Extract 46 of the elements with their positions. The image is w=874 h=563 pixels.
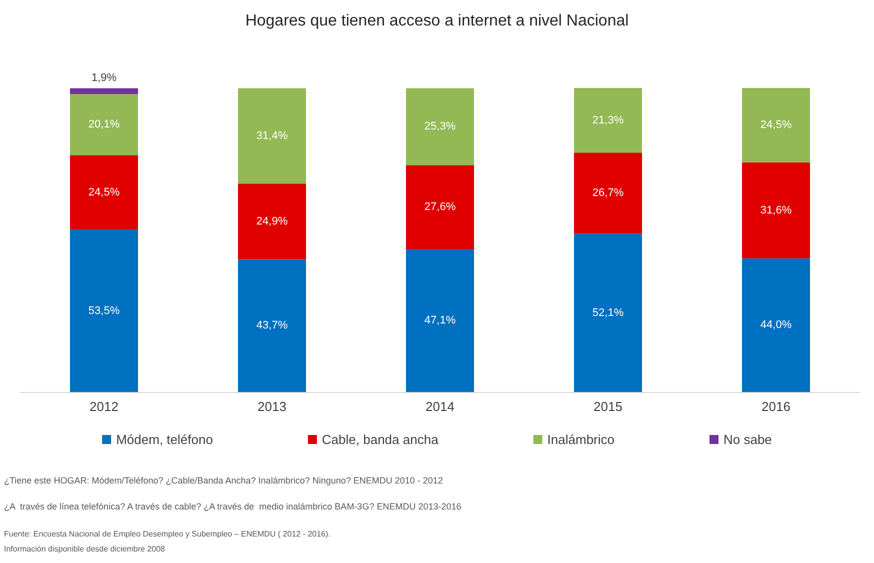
data-label: 27,6% xyxy=(424,201,456,214)
bar xyxy=(574,234,642,392)
x-tick-label: 2012 xyxy=(90,399,118,414)
data-label: 47,1% xyxy=(424,314,456,326)
data-label: 24,5% xyxy=(88,186,120,198)
bar xyxy=(238,259,306,392)
data-label: 44,0% xyxy=(760,319,792,332)
legend-label: Módem, teléfono xyxy=(116,432,213,447)
bar xyxy=(406,165,474,249)
x-tick-label: 2016 xyxy=(762,399,790,414)
chart-title: Hogares que tienen acceso a internet a nivel Nacional xyxy=(245,12,629,30)
bar xyxy=(70,230,138,392)
data-label: 52,1% xyxy=(592,306,624,319)
bar xyxy=(742,88,810,162)
bar xyxy=(574,88,642,153)
x-tick-label: 2013 xyxy=(258,399,286,414)
bar xyxy=(742,258,810,392)
data-label: 43,7% xyxy=(256,320,288,332)
legend-label: No sabe xyxy=(723,432,772,447)
data-label: 24,9% xyxy=(256,215,288,228)
data-label: 21,3% xyxy=(592,114,624,126)
x-tick-label: 2015 xyxy=(594,399,622,414)
bar xyxy=(406,248,474,392)
bar xyxy=(742,162,810,258)
legend-label: Cable, banda ancha xyxy=(322,432,440,447)
data-label: 26,7% xyxy=(592,187,624,200)
data-label: 31,6% xyxy=(760,204,792,216)
legend-label: Inalámbrico xyxy=(547,432,614,447)
bar xyxy=(70,155,138,230)
bar xyxy=(238,88,306,184)
data-label: 24,5% xyxy=(760,119,792,132)
source-note: Fuente: Encuesta Nacional de Empleo Desempleo y Subempleo – ENEMDU ( 2012 - 2016). xyxy=(4,530,330,538)
text: ¿Tiene este HOGAR: Módem/Teléfono? ¿Cable/Banda Ancha? Inalámbrico? Ninguno? ENEMDU 2010 - 2012 xyxy=(4,476,443,486)
data-label: 1,9% xyxy=(91,72,117,84)
text: Información disponible desde diciembre 2008 xyxy=(4,544,166,554)
data-label: 53,5% xyxy=(88,304,120,317)
bar xyxy=(406,88,474,166)
bar xyxy=(70,88,138,94)
bar xyxy=(70,94,138,156)
x-tick-label: 2014 xyxy=(426,399,454,414)
data-label: 25,3% xyxy=(424,120,456,133)
data-label: 20,1% xyxy=(88,118,120,131)
text: ¿A través de línea telefónica? A través de cable? ¿A través de medio inalámbrico BAM-3G? ENEMDU 2013-2016 xyxy=(4,502,462,512)
bar xyxy=(238,184,306,260)
bar xyxy=(574,152,642,234)
data-label: 31,4% xyxy=(256,130,288,142)
